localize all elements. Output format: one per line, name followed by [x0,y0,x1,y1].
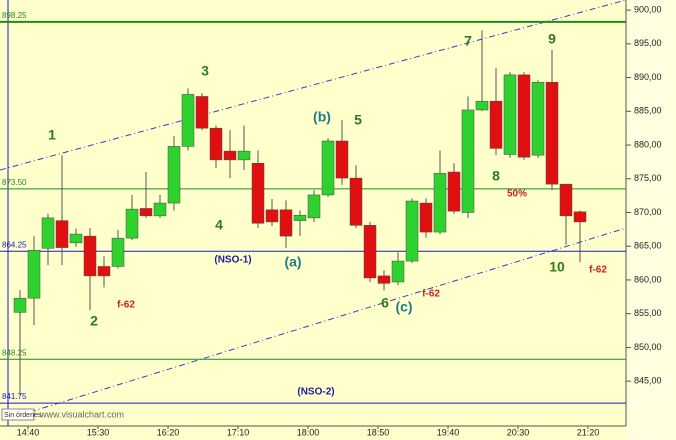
candle-body [111,237,125,267]
candle-body [209,127,223,161]
annotation: 6 [381,295,389,311]
candle-body [391,260,405,283]
candle-body [13,297,27,313]
level-label: 864.25 [2,240,27,249]
x-tick-label: 19:40 [437,427,460,437]
candle-body [41,217,55,249]
y-tick-label: 860,00 [634,274,662,284]
candle-body [167,146,181,204]
y-tick-label: 850,00 [634,342,662,352]
x-tick-label: 15:30 [87,427,110,437]
candle-body [433,173,447,233]
candle-body [545,82,559,185]
candle-body [251,163,265,224]
candle-body [531,82,545,156]
candle-body [125,208,139,239]
candle-body [517,74,531,158]
x-tick-label: 18:00 [297,427,320,437]
x-tick-label: 20:30 [507,427,530,437]
annotation: (b) [313,109,331,125]
y-tick-label: 885,00 [634,106,662,116]
status: Sin órdenes [4,412,42,419]
x-tick-label: 16:20 [157,427,180,437]
candle-body [461,109,475,213]
candle-body [69,233,83,244]
annotation: 3 [201,63,209,79]
candle-body [139,208,153,217]
annotation: 9 [548,31,556,47]
candle-body [307,194,321,219]
channel-upper [0,0,627,171]
candle-body [97,266,111,277]
candle-body [447,171,461,212]
x-tick-label: 21:20 [577,427,600,437]
annotation: 5 [354,112,362,128]
candle-body [377,275,391,284]
candle-body [195,96,209,129]
candle-body [475,100,489,111]
candle-body [559,183,573,217]
level-label: 848.25 [2,348,27,357]
y-tick-label: 870,00 [634,207,662,217]
candle-body [419,202,433,233]
candle-body [503,74,517,155]
watermark: www.visualchart.com [39,409,124,419]
candle-body [321,140,335,196]
candle-body [223,150,237,161]
y-tick-label: 865,00 [634,241,662,251]
x-tick-label: 14:40 [17,427,40,437]
candle-body [349,177,363,226]
candle-body [293,214,307,221]
annotation: (c) [395,299,412,315]
annotation: 50% [507,189,527,200]
candle-body [153,202,167,217]
x-tick-label: 17:10 [227,427,250,437]
y-tick-label: 845,00 [634,376,662,386]
annotation: (NSO-1) [214,255,251,266]
annotation: 4 [215,217,223,233]
y-tick-label: 880,00 [634,139,662,149]
candle-body [405,200,419,262]
annotation: f-62 [422,289,440,300]
candle-body [335,140,349,179]
annotation: 1 [48,127,56,143]
candle-body [55,220,69,248]
candle-body [573,211,587,223]
y-tick-label: 895,00 [634,38,662,48]
annotation: (a) [284,254,301,270]
annotation: f-62 [589,265,607,276]
candle-body [237,150,251,161]
level-label: 841.75 [2,392,27,401]
y-tick-label: 890,00 [634,72,662,82]
y-tick-label: 900,00 [634,4,662,14]
annotation: (NSO-2) [297,387,334,398]
level-label: 898.25 [2,11,27,20]
candle-body [489,100,503,149]
y-tick-label: 855,00 [634,308,662,318]
candle-body [27,250,41,299]
x-tick-label: 18:50 [367,427,390,437]
annotation: f-62 [117,300,135,311]
y-tick-label: 875,00 [634,173,662,183]
annotation: 7 [464,33,472,49]
annotation: 2 [90,313,98,329]
axis-background [626,0,676,440]
candle-body [265,209,279,223]
annotation: 8 [492,168,500,184]
annotation: 10 [549,259,565,275]
candle-body [279,209,293,237]
status-box [1,408,35,421]
candle-body [83,235,97,277]
level-label: 873.50 [2,178,27,187]
candle-body [181,94,195,147]
candle-body [363,225,377,279]
